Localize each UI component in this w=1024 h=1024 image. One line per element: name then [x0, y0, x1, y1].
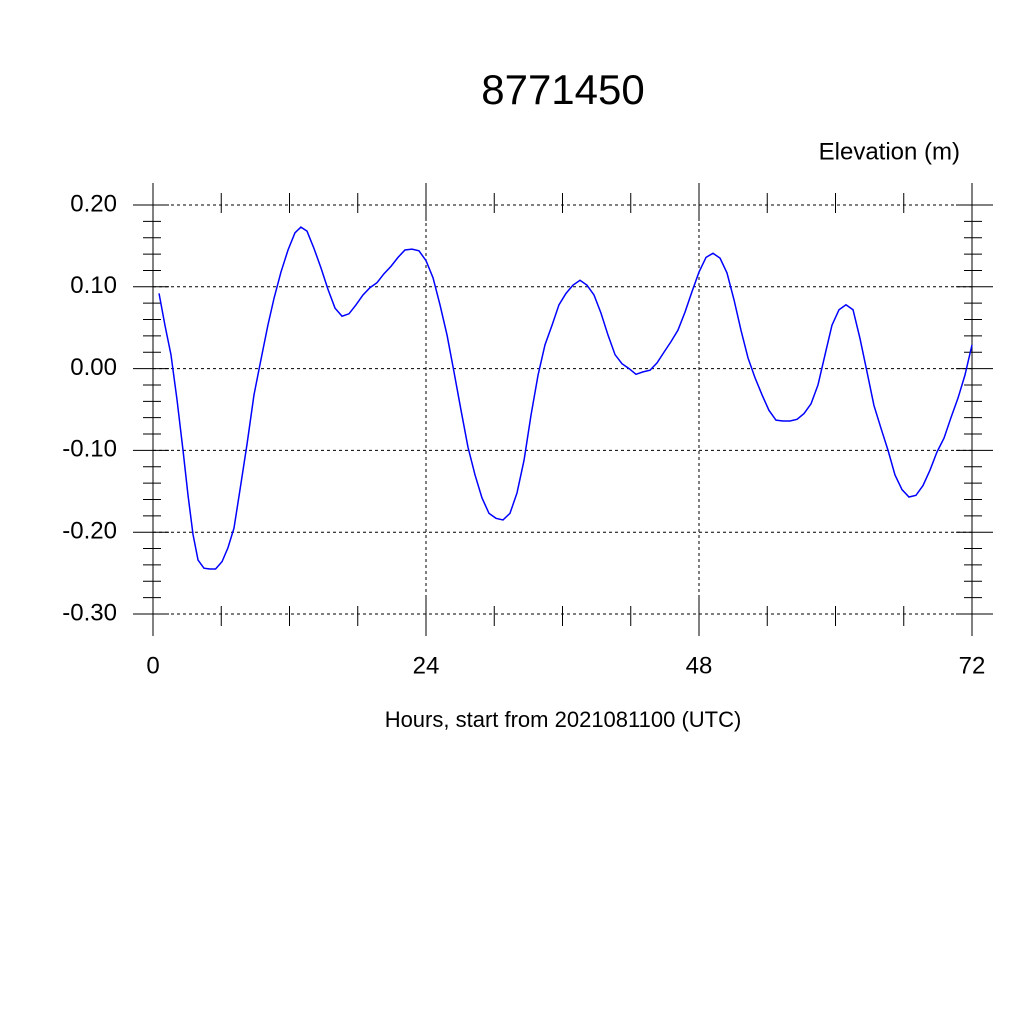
x-tick-label: 0 — [146, 652, 159, 679]
y-tick-label: -0.20 — [62, 518, 117, 545]
x-tick-label: 72 — [959, 652, 986, 679]
x-tick-label: 24 — [413, 652, 440, 679]
y-tick-label: 0.10 — [70, 272, 117, 299]
y-tick-label: -0.10 — [62, 436, 117, 463]
x-tick-label: 48 — [686, 652, 713, 679]
y-tick-label: 0.20 — [70, 190, 117, 217]
y-axis-label: Elevation (m) — [819, 138, 960, 165]
y-tick-label: 0.00 — [70, 354, 117, 381]
y-tick-label: -0.30 — [62, 599, 117, 626]
x-axis-label: Hours, start from 2021081100 (UTC) — [385, 707, 742, 732]
line-series — [158, 226, 973, 570]
chart-title: 8771450 — [481, 66, 645, 113]
